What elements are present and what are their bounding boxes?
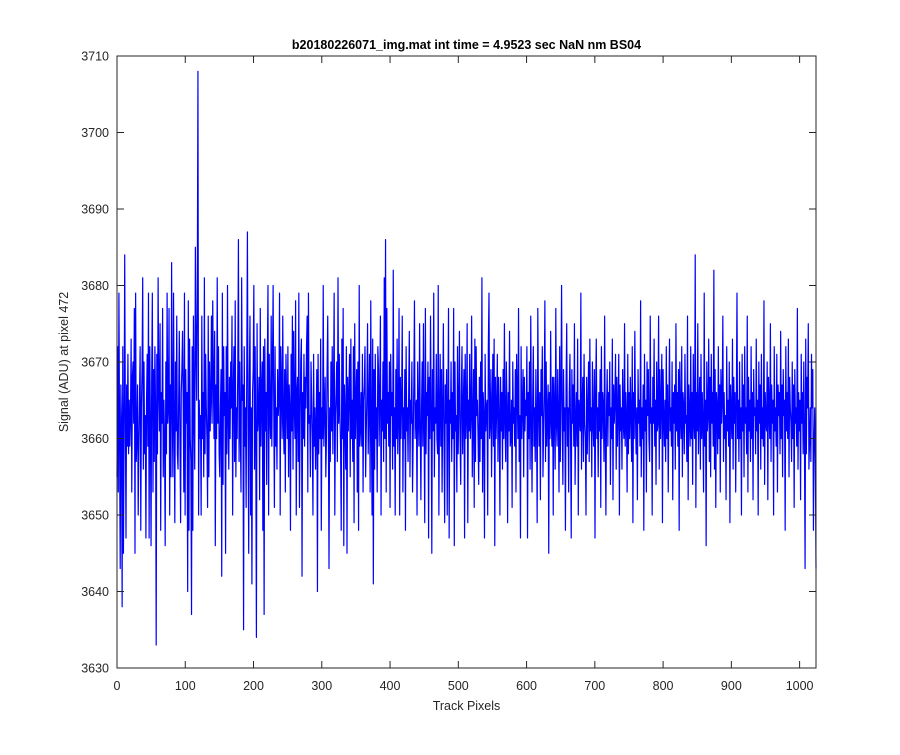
chart-title: b20180226071_img.mat int time = 4.9523 s… xyxy=(292,38,641,52)
y-tick-label: 3690 xyxy=(81,203,109,217)
axes-box xyxy=(116,55,817,669)
x-tick-label: 400 xyxy=(380,679,401,693)
x-tick-label: 600 xyxy=(516,679,537,693)
x-tick-label: 100 xyxy=(175,679,196,693)
y-tick-label: 3700 xyxy=(81,126,109,140)
y-tick-label: 3660 xyxy=(81,432,109,446)
signal-series-line xyxy=(116,70,817,646)
x-tick-label: 900 xyxy=(721,679,742,693)
x-tick-label: 1000 xyxy=(786,679,814,693)
y-tick-label: 3630 xyxy=(81,662,109,676)
x-tick-label: 700 xyxy=(584,679,605,693)
x-tick-label: 0 xyxy=(114,679,121,693)
y-tick-label: 3680 xyxy=(81,279,109,293)
x-axis-label: Track Pixels xyxy=(433,699,501,713)
x-tick-label: 300 xyxy=(311,679,332,693)
y-tick-label: 3670 xyxy=(81,356,109,370)
x-tick-label: 500 xyxy=(448,679,469,693)
y-tick-label: 3710 xyxy=(81,50,109,64)
y-tick-label: 3640 xyxy=(81,585,109,599)
y-axis-label: Signal (ADU) at pixel 472 xyxy=(57,292,71,432)
y-tick-label: 3650 xyxy=(81,509,109,523)
x-tick-label: 800 xyxy=(653,679,674,693)
x-tick-label: 200 xyxy=(243,679,264,693)
